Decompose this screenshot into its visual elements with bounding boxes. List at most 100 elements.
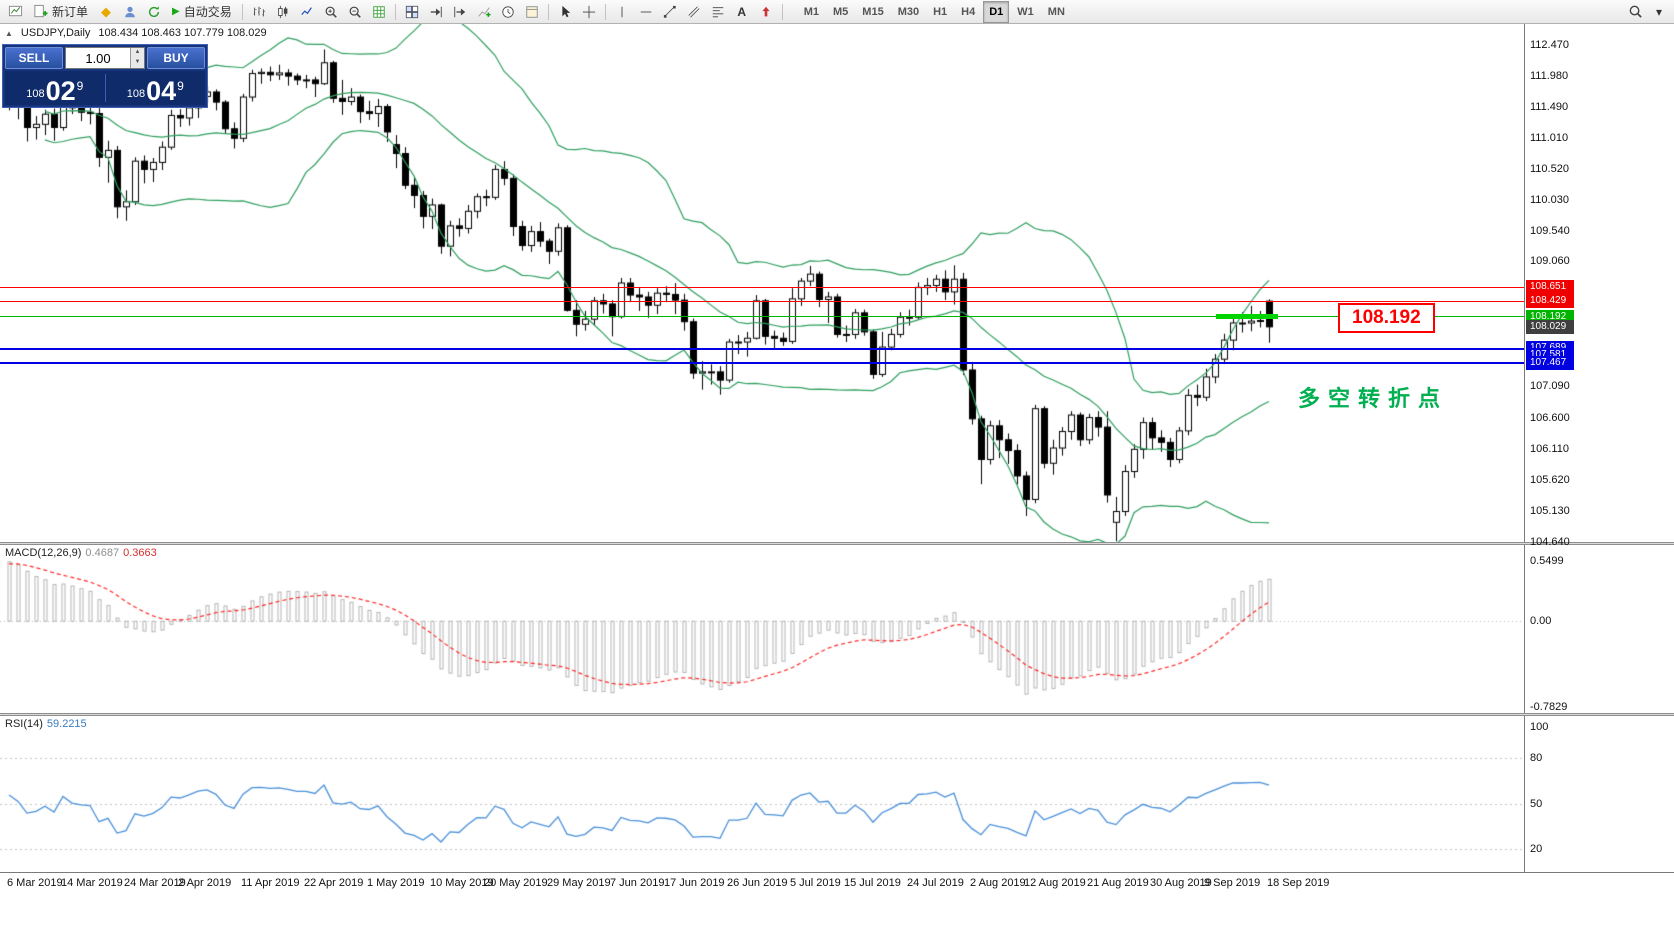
horizontal-line-icon <box>640 11 651 12</box>
volume-input[interactable] <box>66 48 130 68</box>
channel-button[interactable] <box>682 1 706 23</box>
rsi-axis-label: 20 <box>1530 843 1543 855</box>
macd-plot[interactable]: MACD(12,26,9) 0.4687 0.3663 <box>0 545 1524 713</box>
bar-chart-icon <box>253 6 265 16</box>
price-axis-label: 109.060 <box>1530 255 1570 267</box>
toolbar-menu-button[interactable]: ▾ <box>1647 1 1671 23</box>
timeframe-button-h4[interactable]: H4 <box>961 5 976 18</box>
trendline-button[interactable] <box>658 1 682 23</box>
arrow-tool-button[interactable] <box>754 1 778 23</box>
timeframe-button-w1[interactable]: W1 <box>1017 5 1034 18</box>
toolbar-separator <box>241 3 243 20</box>
price-line-108.651[interactable] <box>0 286 1524 288</box>
bar-chart-button[interactable] <box>247 1 271 23</box>
main-price-axis[interactable]: 112.470 111.980 111.490 111.010 110.520 110.0… <box>1524 24 1674 548</box>
play-icon: ▶ <box>172 5 180 17</box>
candlestick-chart-button[interactable] <box>271 1 295 23</box>
price-line-108.429[interactable] <box>0 301 1524 302</box>
collapse-arrow-icon[interactable]: ▲ <box>5 28 13 38</box>
date-label: 2 Apr 2019 <box>178 877 232 889</box>
text-tool-button[interactable]: A <box>730 1 754 23</box>
buy-price-prefix: 108 <box>126 88 146 100</box>
mql-community-button[interactable]: ◆ <box>94 1 118 23</box>
tile-windows-button[interactable] <box>400 1 424 23</box>
new-chart-button[interactable] <box>3 1 27 23</box>
auto-scroll-icon <box>430 6 442 17</box>
date-label: 18 Sep 2019 <box>1267 877 1330 889</box>
panel-splitter-2[interactable] <box>0 713 1674 716</box>
price-divider <box>104 74 106 102</box>
autotrading-button[interactable]: ▶ 自动交易 <box>166 1 238 23</box>
timeframe-button-m15[interactable]: M15 <box>862 5 884 18</box>
price-axis-label: 111.490 <box>1530 101 1569 113</box>
chart-symbol-period: USDJPY,Daily <box>20 27 91 39</box>
grid-button[interactable] <box>367 1 391 23</box>
price-annotation-box[interactable]: 108.192 <box>1338 303 1435 333</box>
periods-button[interactable] <box>496 1 520 23</box>
panel-splitter[interactable] <box>0 542 1674 545</box>
price-line-107.467[interactable] <box>0 361 1524 364</box>
cursor-button[interactable] <box>553 1 577 23</box>
trade-controls-row: SELL ▲ ▼ BUY <box>5 47 205 69</box>
timeframe-button-m5[interactable]: M5 <box>833 5 849 18</box>
new-order-label: 新订单 <box>52 5 89 19</box>
refresh-button[interactable] <box>142 1 166 23</box>
rsi-plot[interactable]: RSI(14) 59.2215 <box>0 716 1524 872</box>
date-label: 2 Aug 2019 <box>970 877 1026 889</box>
price-axis-label: 105.130 <box>1530 505 1570 517</box>
auto-scroll-button[interactable] <box>424 1 448 23</box>
macd-axis[interactable]: 0.5499 0.00 -0.7829 <box>1524 545 1674 713</box>
timeframe-button-mn[interactable]: MN <box>1047 5 1065 18</box>
chart-shift-button[interactable] <box>448 1 472 23</box>
date-label: 14 Mar 2019 <box>61 877 123 889</box>
search-button[interactable] <box>1623 1 1647 23</box>
text-icon: A <box>737 4 747 19</box>
date-label: 7 Jun 2019 <box>610 877 665 889</box>
zoom-in-button[interactable] <box>319 1 343 23</box>
price-axis-label: 111.010 <box>1530 132 1569 144</box>
chart-shift-icon <box>454 6 465 17</box>
volume-up-icon[interactable]: ▲ <box>134 49 141 55</box>
rsi-axis-label: 100 <box>1530 721 1549 733</box>
time-axis[interactable]: 6 Mar 2019 14 Mar 2019 24 Mar 2019 2 Apr 20… <box>0 872 1674 950</box>
vertical-line-button[interactable] <box>610 1 634 23</box>
zoom-out-button[interactable] <box>343 1 367 23</box>
price-axis-label: 106.110 <box>1530 443 1569 455</box>
main-plot[interactable]: ▲ USDJPY,Daily 108.434 108.463 107.779 1… <box>0 24 1524 542</box>
buy-price-display[interactable]: 108 04 9 <box>106 71 206 105</box>
date-label: 26 Jun 2019 <box>727 877 788 889</box>
templates-button[interactable] <box>520 1 544 23</box>
volume-down-icon[interactable]: ▼ <box>134 59 141 65</box>
horizontal-line-button[interactable] <box>634 1 658 23</box>
macd-axis-label: 0.5499 <box>1530 555 1564 567</box>
timeframe-button-m1[interactable]: M1 <box>803 5 820 18</box>
price-line-107.689[interactable] <box>0 347 1524 350</box>
trade-prices-row: 108 02 9 108 04 9 <box>5 71 205 105</box>
buy-price-big: 04 <box>146 76 177 106</box>
line-chart-button[interactable] <box>295 1 319 23</box>
crosshair-button[interactable] <box>577 1 601 23</box>
rsi-canvas[interactable] <box>0 716 1524 872</box>
price-line-108.192[interactable] <box>0 316 1524 317</box>
sell-button[interactable]: SELL <box>5 47 63 69</box>
macd-panel: MACD(12,26,9) 0.4687 0.3663 0.5499 0.00 -0.7… <box>0 545 1674 713</box>
rsi-axis[interactable]: 100 80 50 20 <box>1524 716 1674 872</box>
timeframe-button-h1[interactable]: H1 <box>933 5 948 18</box>
main-chart-canvas[interactable] <box>0 24 1524 542</box>
date-label: 5 Jul 2019 <box>790 877 841 889</box>
crosshair-icon <box>582 5 595 18</box>
macd-canvas[interactable] <box>0 545 1524 713</box>
note-annotation[interactable]: 多空转折点 <box>1298 386 1449 411</box>
timeframe-button-d1[interactable]: D1 <box>983 0 1010 23</box>
indicators-button[interactable] <box>472 1 496 23</box>
price-axis-label: 109.540 <box>1530 225 1570 237</box>
fibonacci-button[interactable] <box>706 1 730 23</box>
timeframe-button-m30[interactable]: M30 <box>897 5 920 18</box>
buy-button[interactable]: BUY <box>147 47 205 69</box>
tile-windows-icon <box>405 5 418 18</box>
profile-button[interactable] <box>118 1 142 23</box>
sell-price-display[interactable]: 108 02 9 <box>5 71 105 105</box>
new-order-button[interactable]: 新订单 <box>27 1 94 23</box>
volume-stepper: ▲ ▼ <box>130 48 144 68</box>
